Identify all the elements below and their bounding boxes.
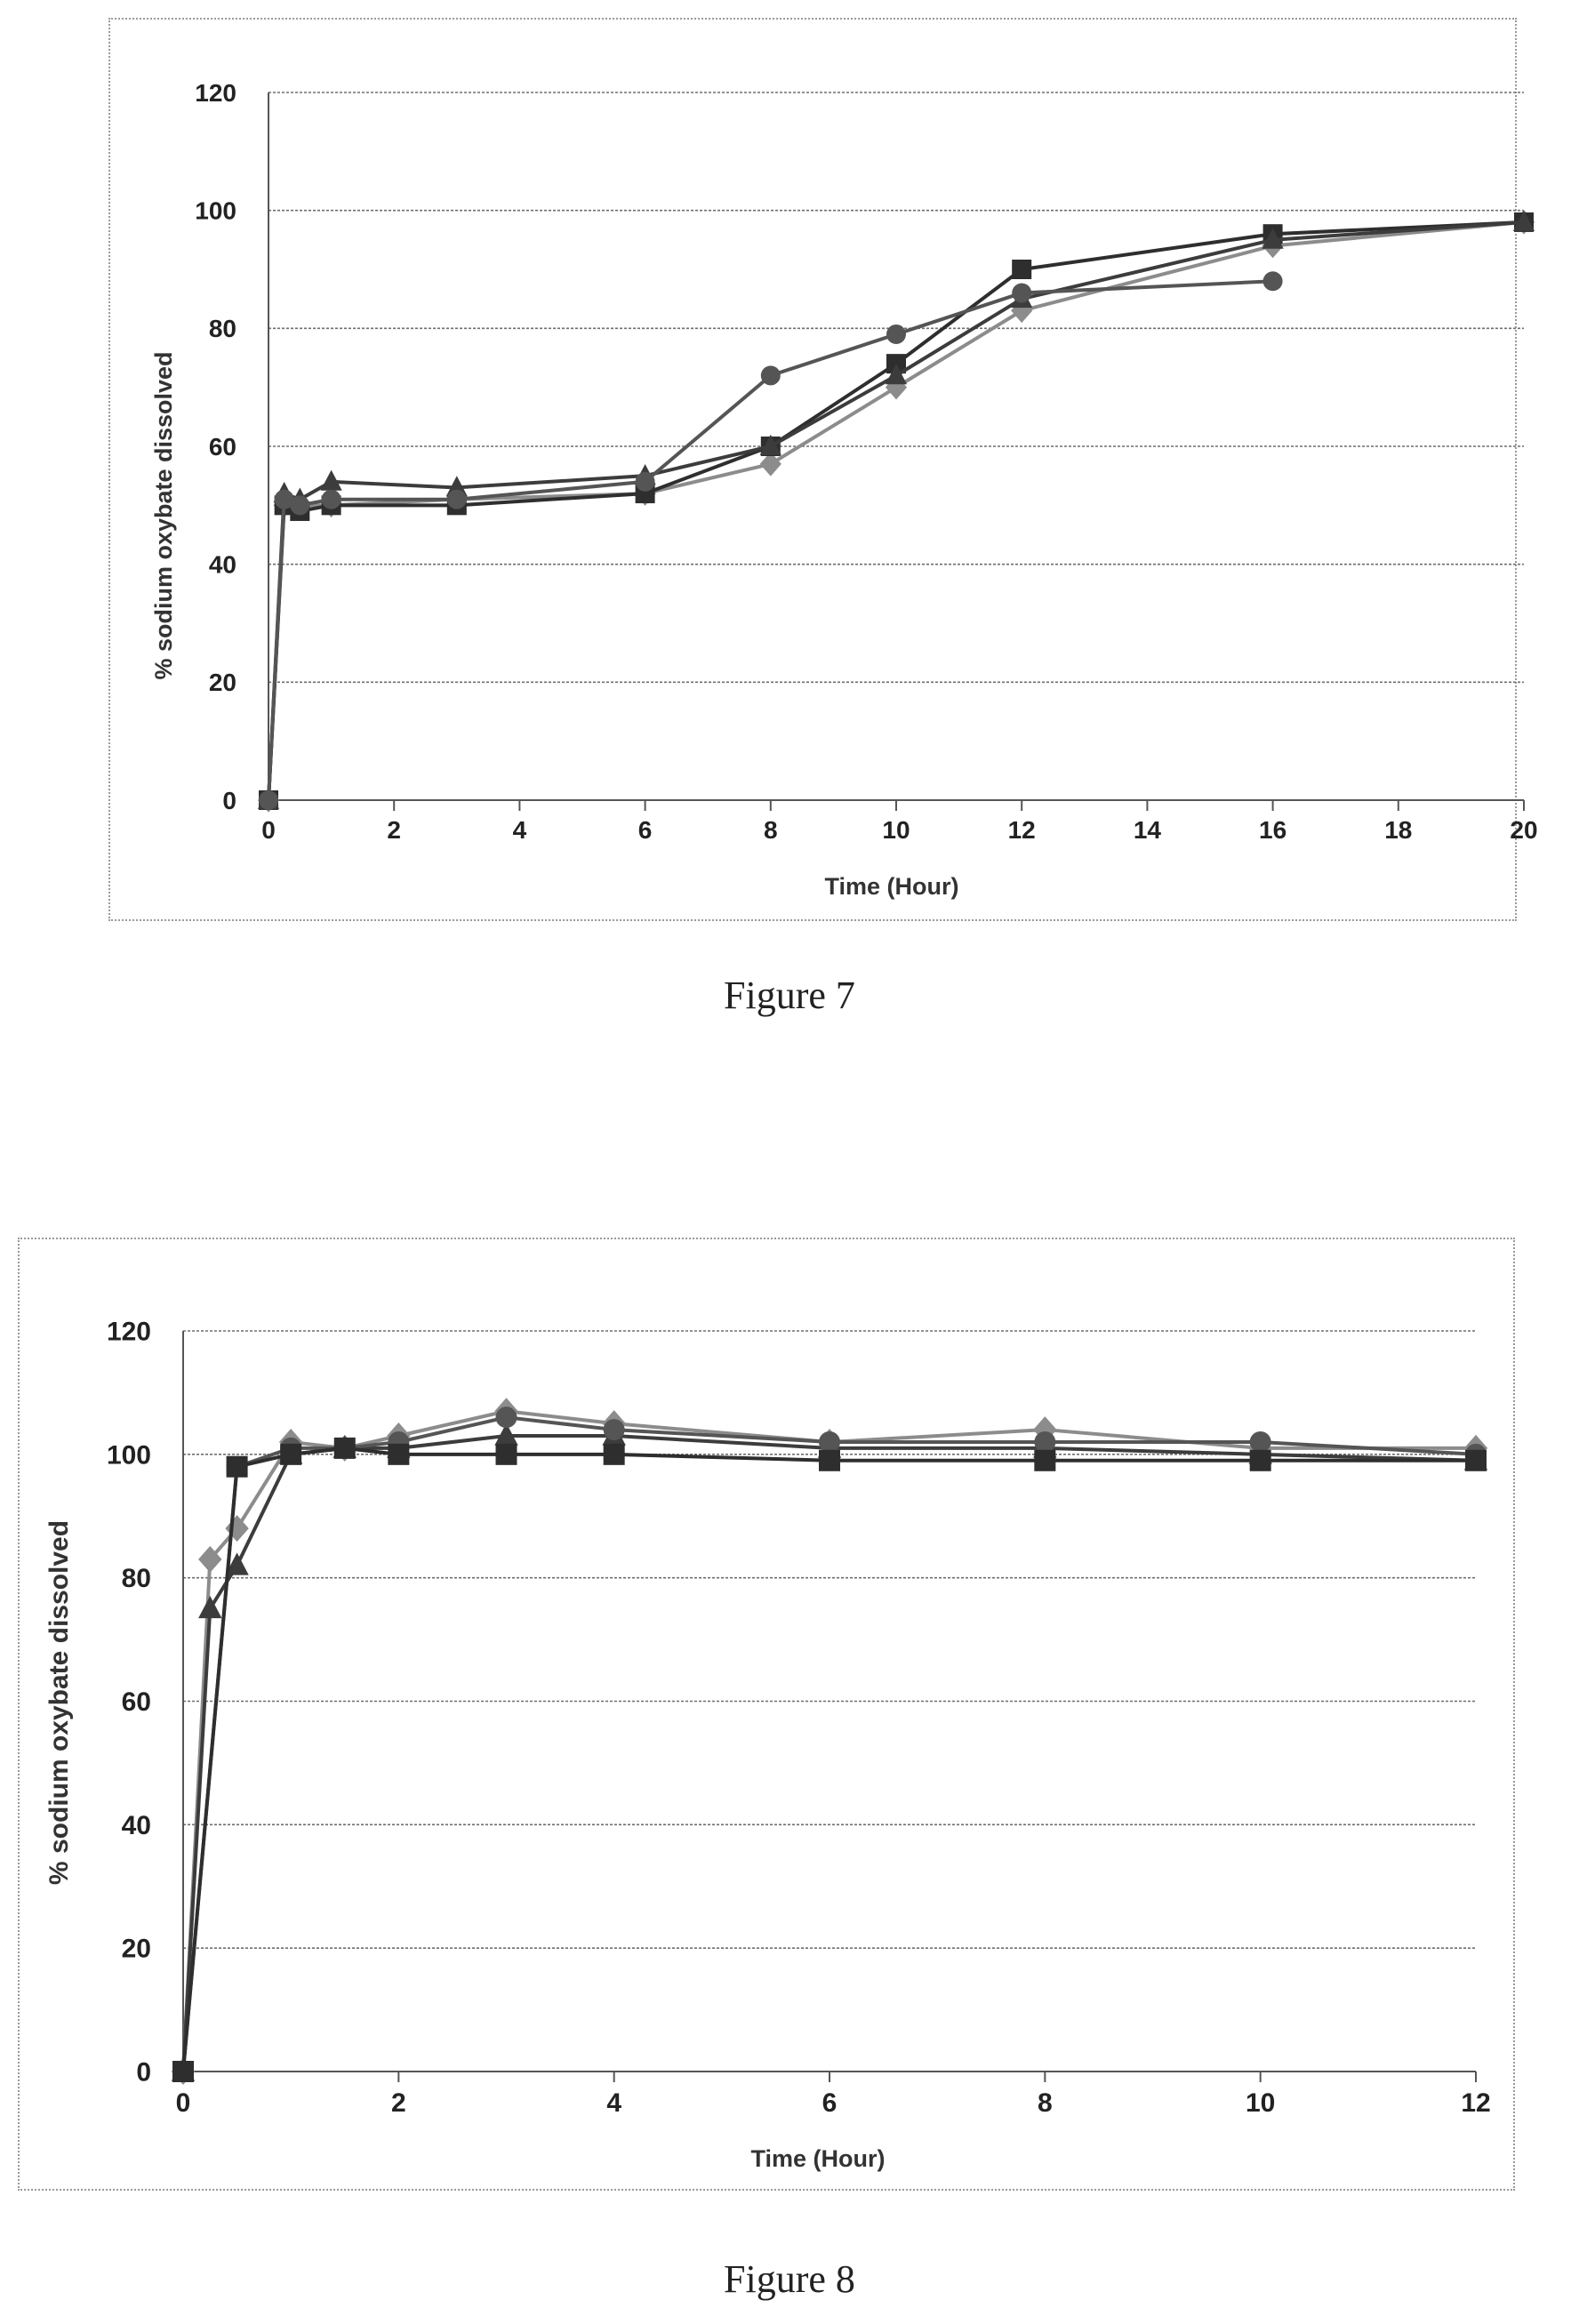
data-point-square (1249, 1449, 1271, 1471)
series-line-diamond (181, 1409, 1476, 2072)
x-tick-label: 4 (606, 2088, 621, 2118)
y-tick-label: 80 (122, 1564, 151, 1593)
x-tick-label: 6 (638, 816, 653, 844)
y-tick-label: 0 (222, 787, 236, 814)
figure-8-caption: Figure 8 (724, 2257, 855, 2301)
data-point-square (226, 1455, 248, 1478)
y-tick-label: 60 (209, 433, 236, 461)
x-tick-label: 10 (882, 816, 910, 844)
data-point-diamond (198, 1545, 222, 1573)
x-tick-label: 8 (764, 816, 778, 844)
x-tick-label: 18 (1384, 816, 1412, 844)
data-point-circle (1012, 283, 1032, 303)
x-tick-label: 2 (387, 816, 401, 844)
x-tick-label: 12 (1461, 2088, 1490, 2118)
data-point-triangle (225, 1552, 249, 1575)
data-point-circle (819, 1430, 840, 1453)
data-point-square (886, 354, 906, 374)
data-point-circle (886, 324, 906, 344)
data-point-circle (274, 489, 294, 509)
y-tick-label: 100 (195, 196, 236, 224)
x-tick-label: 12 (1008, 816, 1036, 844)
data-point-square (495, 1443, 517, 1465)
data-point-square (819, 1449, 840, 1471)
series-line-triangle (181, 1434, 1477, 2072)
data-point-circle (495, 1406, 517, 1429)
data-point-square (1012, 260, 1032, 279)
data-point-square (388, 1443, 410, 1465)
data-point-circle (446, 489, 467, 509)
y-tick-label: 20 (122, 1935, 151, 1964)
y-tick-label: 100 (107, 1440, 151, 1470)
x-tick-label: 10 (1246, 2088, 1275, 2118)
y-tick-label: 0 (136, 2058, 151, 2088)
x-tick-label: 0 (176, 2088, 191, 2118)
y-tick-label: 80 (209, 315, 236, 342)
data-point-circle (321, 489, 341, 509)
data-point-triangle (1512, 210, 1535, 231)
data-point-triangle (885, 364, 908, 385)
data-point-circle (1249, 1430, 1271, 1453)
figure-7-chart: % sodium oxybate dissolved Time (Hour) 0… (150, 79, 1538, 900)
y-tick-label: 120 (195, 79, 236, 107)
data-point-square (333, 1437, 356, 1459)
y-tick-label: 120 (107, 1318, 151, 1347)
x-axis-title: Time (Hour) (824, 873, 958, 900)
data-point-circle (760, 365, 781, 386)
data-point-triangle (759, 434, 781, 455)
x-tick-label: 20 (1510, 816, 1537, 844)
data-point-square (172, 2061, 194, 2082)
series-line-square (181, 1446, 1476, 2072)
data-point-triangle (198, 1595, 222, 1619)
data-point-square (1465, 1449, 1487, 1471)
data-point-circle (603, 1419, 625, 1441)
data-point-triangle (1262, 228, 1284, 249)
y-tick-label: 40 (122, 1811, 151, 1840)
data-point-circle (1262, 271, 1283, 292)
data-point-triangle (494, 1422, 518, 1446)
figure-7-caption: Figure 7 (724, 974, 855, 1017)
x-tick-label: 4 (513, 816, 527, 844)
data-point-diamond (759, 452, 781, 477)
figure-8-frame (18, 1238, 1515, 2191)
data-point-circle (1034, 1430, 1056, 1453)
data-point-square (280, 1443, 302, 1465)
y-tick-label: 60 (122, 1687, 151, 1717)
x-tick-label: 14 (1134, 816, 1162, 844)
data-point-triangle (320, 469, 342, 491)
x-tick-label: 2 (391, 2088, 406, 2118)
data-point-circle (290, 495, 310, 516)
y-tick-label: 40 (209, 550, 236, 578)
y-axis-title: % sodium oxybate dissolved (44, 1520, 74, 1885)
x-tick-label: 16 (1259, 816, 1286, 844)
data-point-circle (259, 790, 278, 810)
figure-7-frame (108, 18, 1517, 921)
x-tick-label: 6 (822, 2088, 838, 2118)
data-point-square (603, 1443, 625, 1465)
y-axis-title: % sodium oxybate dissolved (150, 351, 177, 679)
data-point-square (1034, 1449, 1056, 1471)
y-tick-label: 20 (209, 669, 236, 696)
data-point-circle (635, 471, 655, 492)
x-axis-title: Time (Hour) (750, 2145, 885, 2172)
series-line-circle (181, 1415, 1477, 2072)
x-tick-label: 8 (1038, 2088, 1053, 2118)
x-tick-label: 0 (261, 816, 276, 844)
